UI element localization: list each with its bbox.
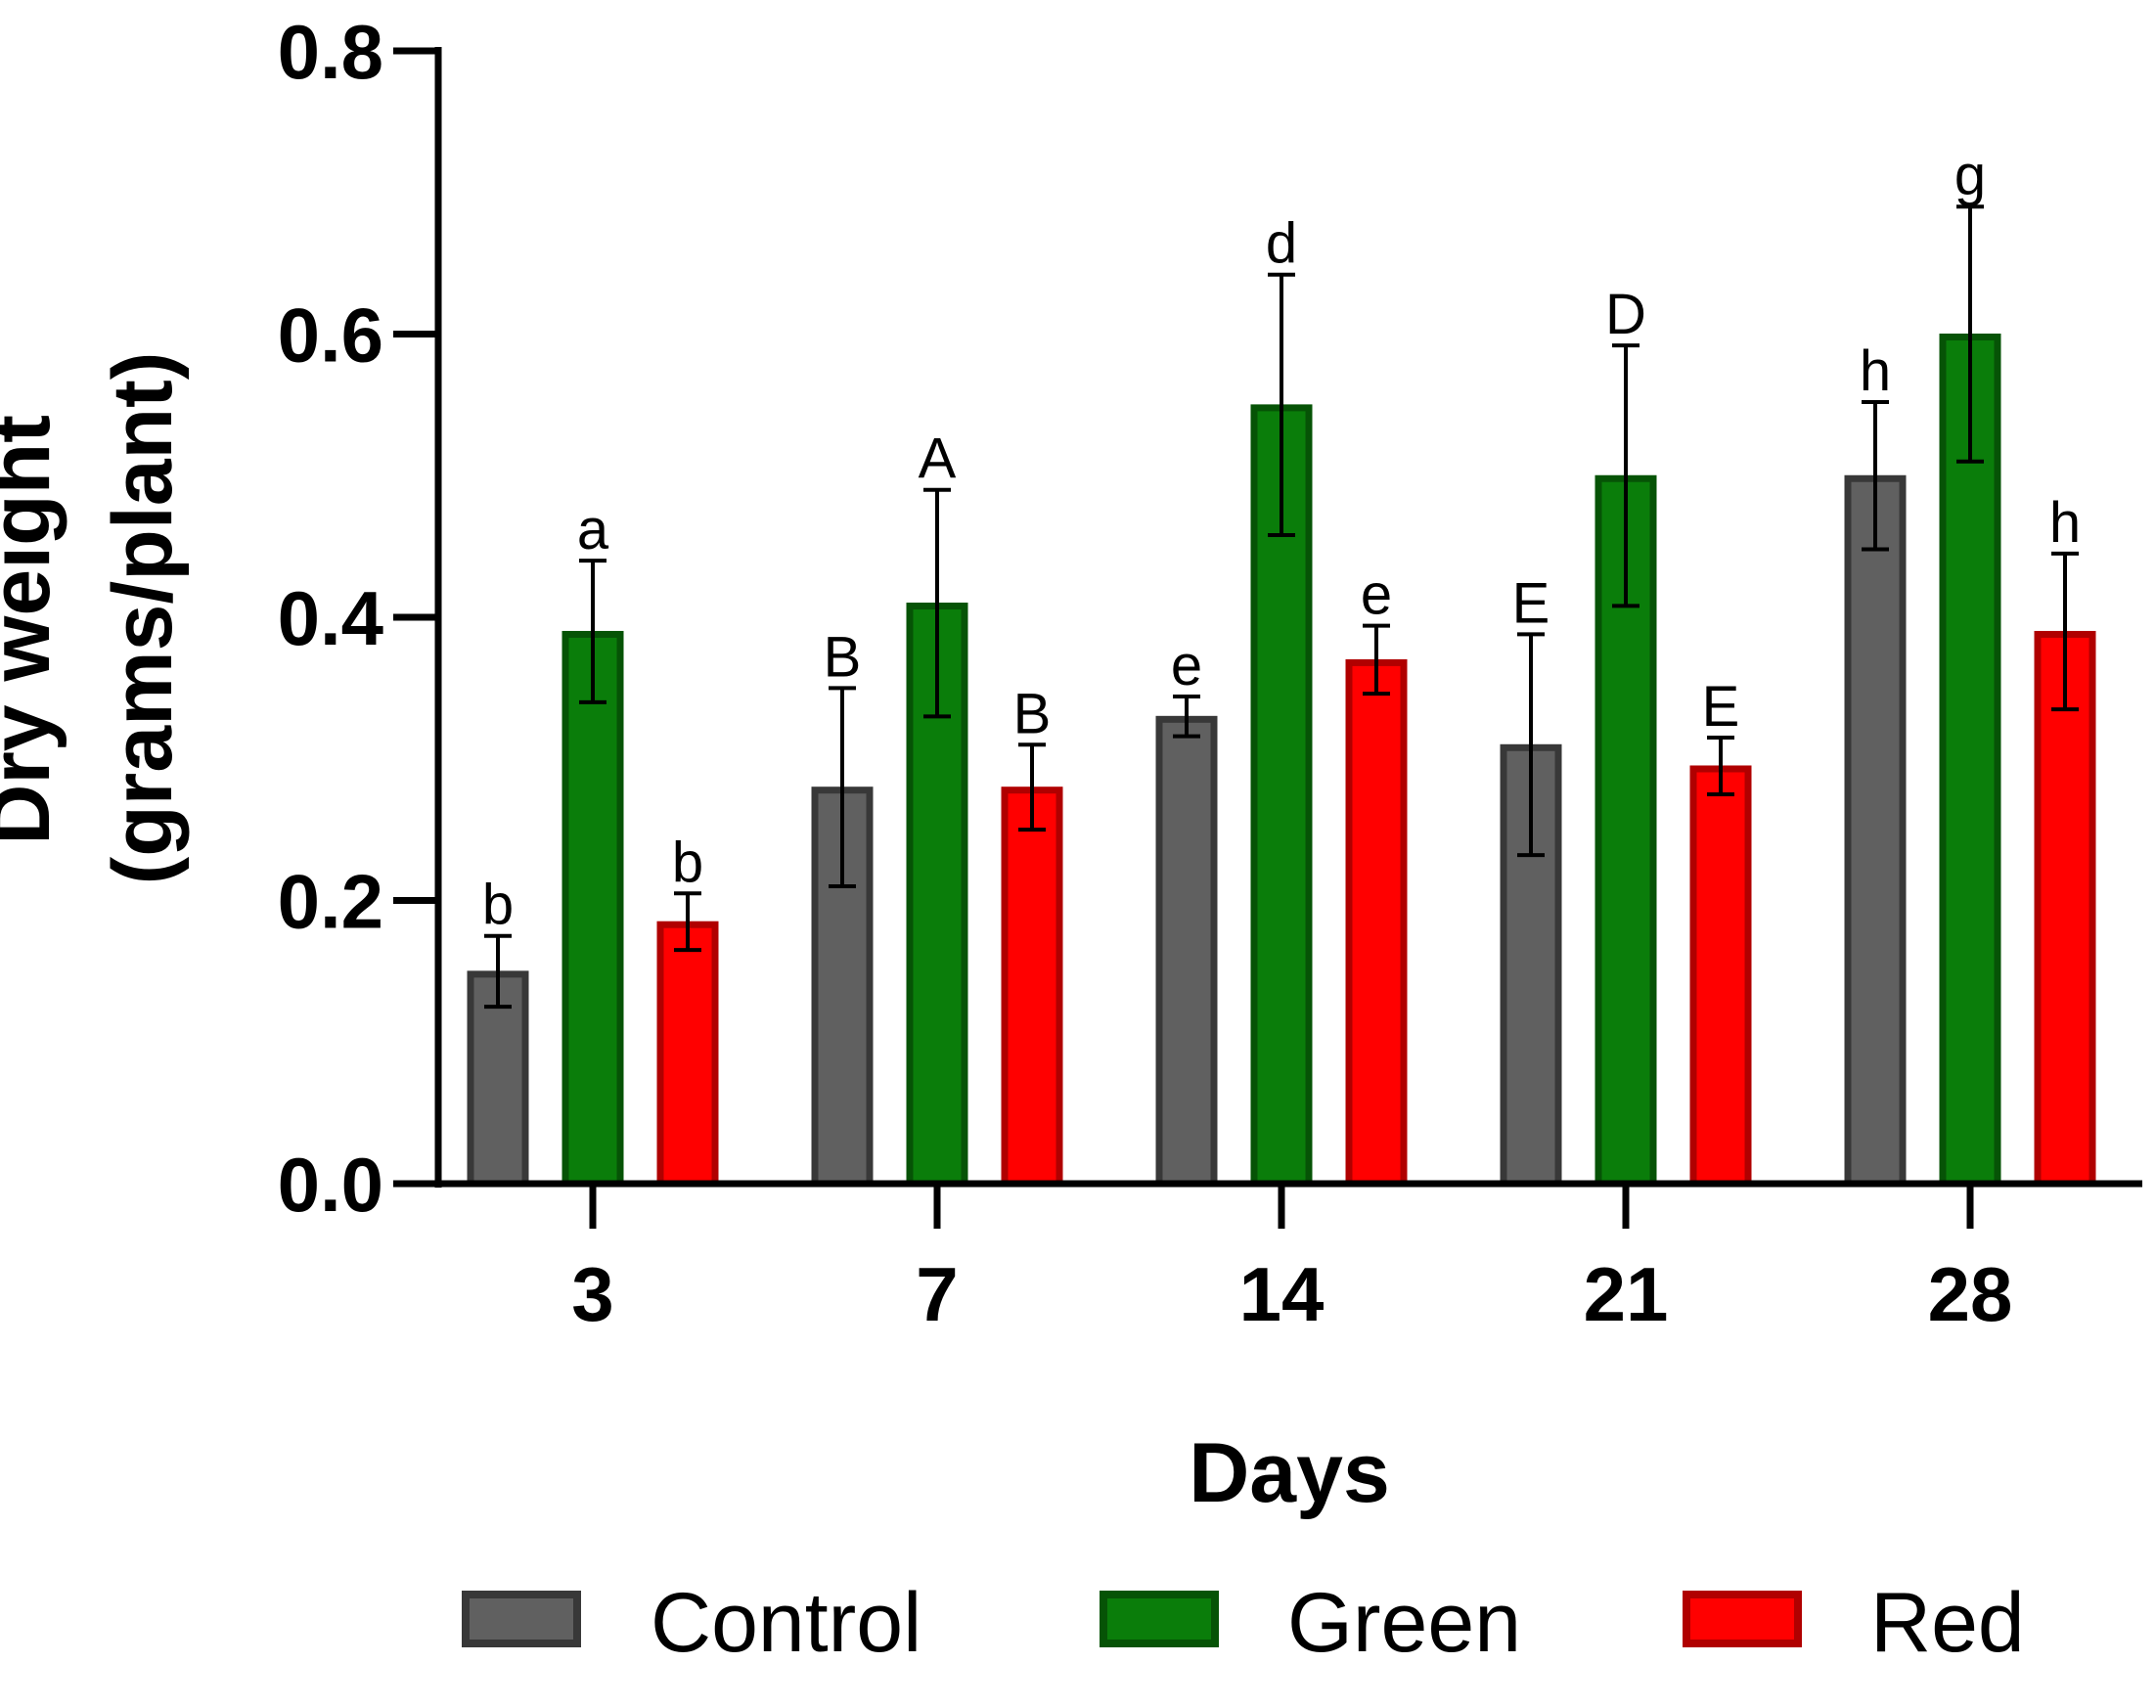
y-axis-title: Dry weight (grams/plant) bbox=[0, 352, 190, 885]
legend-label-red: Red bbox=[1870, 1576, 2025, 1670]
bar-red-day-28 bbox=[2034, 630, 2096, 1188]
y-tick-label-0.6: 0.6 bbox=[278, 292, 383, 379]
bar-red-day-21 bbox=[1689, 765, 1752, 1188]
significance-label-control-day-7: B bbox=[824, 625, 862, 689]
legend: Control Green Red bbox=[462, 1576, 2025, 1670]
bar-red-day-14 bbox=[1345, 658, 1408, 1188]
bar-control-day-28 bbox=[1844, 474, 1907, 1188]
significance-label-control-day-14: e bbox=[1171, 634, 1202, 697]
y-axis-title-line-1: Dry weight bbox=[0, 415, 67, 845]
significance-label-green-day-28: g bbox=[1954, 144, 1986, 207]
y-tick-label-0.0: 0.0 bbox=[278, 1142, 383, 1228]
significance-label-red-day-28: h bbox=[2049, 491, 2081, 555]
x-axis-title: Days bbox=[1189, 1426, 1390, 1520]
significance-label-red-day-14: e bbox=[1361, 563, 1392, 627]
legend-swatch-red bbox=[1683, 1591, 1802, 1647]
bar-red-day-3 bbox=[656, 921, 719, 1188]
y-tick-label-0.2: 0.2 bbox=[278, 859, 383, 945]
significance-label-control-day-28: h bbox=[1860, 339, 1891, 403]
significance-label-green-day-3: a bbox=[577, 498, 609, 562]
x-tick-label-28: 28 bbox=[1928, 1251, 2013, 1337]
significance-label-green-day-14: d bbox=[1266, 212, 1297, 276]
x-tick-label-21: 21 bbox=[1584, 1251, 1669, 1337]
significance-label-control-day-3: b bbox=[482, 874, 514, 937]
bar-control-day-14 bbox=[1155, 715, 1218, 1188]
x-tick-label-3: 3 bbox=[571, 1251, 613, 1337]
significance-label-control-day-21: E bbox=[1512, 571, 1550, 635]
x-tick-label-14: 14 bbox=[1239, 1251, 1325, 1337]
significance-label-red-day-7: B bbox=[1013, 682, 1052, 745]
x-tick-label-7: 7 bbox=[916, 1251, 958, 1337]
significance-label-red-day-3: b bbox=[672, 831, 703, 894]
y-tick-label-0.4: 0.4 bbox=[278, 575, 383, 661]
legend-label-green: Green bbox=[1287, 1576, 1521, 1670]
significance-label-green-day-7: A bbox=[919, 427, 957, 491]
significance-label-red-day-21: E bbox=[1702, 675, 1740, 739]
legend-swatch-green bbox=[1100, 1591, 1219, 1647]
legend-label-control: Control bbox=[651, 1576, 921, 1670]
significance-label-green-day-21: D bbox=[1605, 283, 1646, 346]
bar-green-day-7 bbox=[906, 603, 968, 1188]
legend-swatch-control bbox=[462, 1591, 581, 1647]
bar-green-day-3 bbox=[561, 630, 624, 1188]
bar-red-day-7 bbox=[1001, 787, 1063, 1188]
y-tick-label-0.8: 0.8 bbox=[278, 9, 383, 95]
y-axis-title-line-2: (grams/plant) bbox=[96, 352, 190, 885]
bar-green-day-28 bbox=[1939, 334, 2001, 1188]
